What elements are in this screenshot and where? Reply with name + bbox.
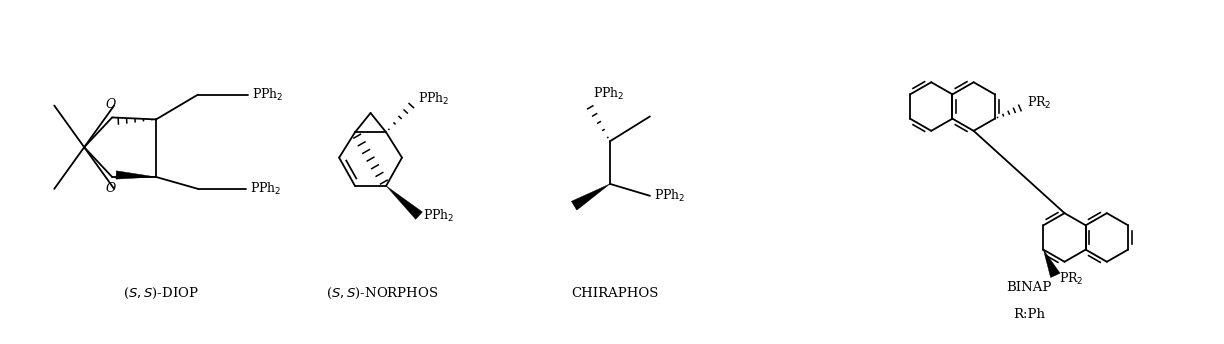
Text: O: O [105,182,115,195]
Text: PPh$_2$: PPh$_2$ [252,87,284,103]
Text: CHIRAPHOS: CHIRAPHOS [572,287,659,300]
Text: PR$_2$: PR$_2$ [1059,271,1084,288]
Polygon shape [572,184,610,210]
Text: R:Ph: R:Ph [1013,308,1045,321]
Text: PPh$_2$: PPh$_2$ [594,86,624,102]
Text: PPh$_2$: PPh$_2$ [419,90,449,107]
Text: PR$_2$: PR$_2$ [1027,95,1051,111]
Text: BINAP: BINAP [1006,281,1051,293]
Text: PPh$_2$: PPh$_2$ [424,207,454,224]
Polygon shape [116,171,155,179]
Text: ($\it{S,S}$)-NORPHOS: ($\it{S,S}$)-NORPHOS [327,286,438,301]
Polygon shape [386,186,422,219]
Text: PPh$_2$: PPh$_2$ [654,188,685,204]
Text: ($\it{S,S}$)-DIOP: ($\it{S,S}$)-DIOP [124,286,198,301]
Text: O: O [105,98,115,111]
Polygon shape [1043,250,1060,278]
Text: PPh$_2$: PPh$_2$ [250,181,282,197]
